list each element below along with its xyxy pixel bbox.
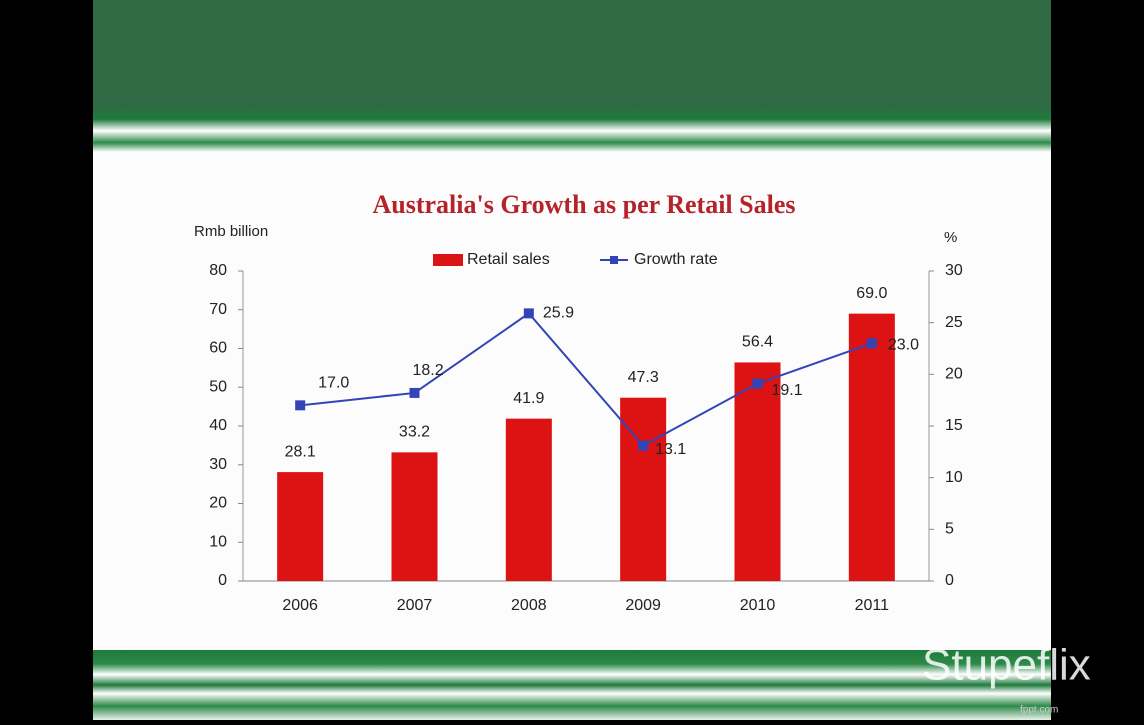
y2-tick-label: 5 [945, 521, 954, 538]
marker [409, 387, 420, 398]
header-band [93, 0, 1051, 105]
data-label: 23.0 [888, 337, 919, 354]
marker [866, 338, 877, 349]
x-tick-label: 2006 [282, 597, 318, 614]
data-label: 18.2 [413, 362, 444, 379]
header-stripe [93, 105, 1051, 152]
data-label: 56.4 [742, 334, 773, 351]
y-tick-label: 30 [209, 456, 227, 473]
bar [620, 397, 667, 581]
y-axis-label: Rmb billion [194, 223, 268, 240]
legend-label: Growth rate [634, 251, 718, 268]
y-tick-label: 40 [209, 417, 227, 434]
data-label: 41.9 [513, 390, 544, 407]
y2-tick-label: 0 [945, 572, 954, 589]
y-tick-label: 80 [209, 262, 227, 279]
source: fppt.com [1020, 705, 1058, 716]
data-label: 13.1 [655, 441, 686, 458]
data-label: 69.0 [856, 285, 887, 302]
data-label: 17.0 [318, 375, 349, 392]
bar [848, 313, 895, 581]
y2-tick-label: 30 [945, 262, 963, 279]
bar [391, 452, 438, 581]
data-label: 19.1 [772, 382, 803, 399]
legend-swatch [610, 256, 618, 264]
y2-axis-label: % [944, 229, 957, 246]
footer-stripe [93, 650, 1051, 720]
y-tick-label: 70 [209, 301, 227, 318]
marker [752, 378, 763, 389]
y-tick-label: 10 [209, 533, 227, 550]
y2-tick-label: 25 [945, 314, 963, 331]
y-tick-label: 0 [218, 572, 227, 589]
y-tick-label: 60 [209, 340, 227, 357]
chart-title: Australia's Growth as per Retail Sales [373, 190, 796, 219]
y2-tick-label: 10 [945, 469, 963, 486]
marker [523, 308, 534, 319]
bar [277, 472, 324, 581]
y2-tick-label: 20 [945, 366, 963, 383]
x-tick-label: 2011 [855, 597, 890, 614]
x-tick-label: 2007 [397, 597, 433, 614]
legend-swatch [433, 254, 463, 266]
legend-label: Retail sales [467, 251, 550, 268]
data-label: 25.9 [543, 305, 574, 322]
data-label: 33.2 [399, 424, 430, 441]
line [300, 312, 873, 447]
marker [638, 440, 649, 451]
x-tick-label: 2009 [625, 597, 661, 614]
bar [734, 362, 781, 581]
x-tick-label: 2010 [740, 597, 776, 614]
y-tick-label: 50 [209, 378, 227, 395]
data-label: 47.3 [628, 369, 659, 386]
watermark: Stupeflix [922, 641, 1091, 690]
data-label: 28.1 [285, 443, 316, 460]
y2-tick-label: 15 [945, 417, 963, 434]
marker [295, 400, 306, 411]
y-tick-label: 20 [209, 495, 227, 512]
x-tick-label: 2008 [511, 597, 547, 614]
bar [505, 418, 552, 581]
